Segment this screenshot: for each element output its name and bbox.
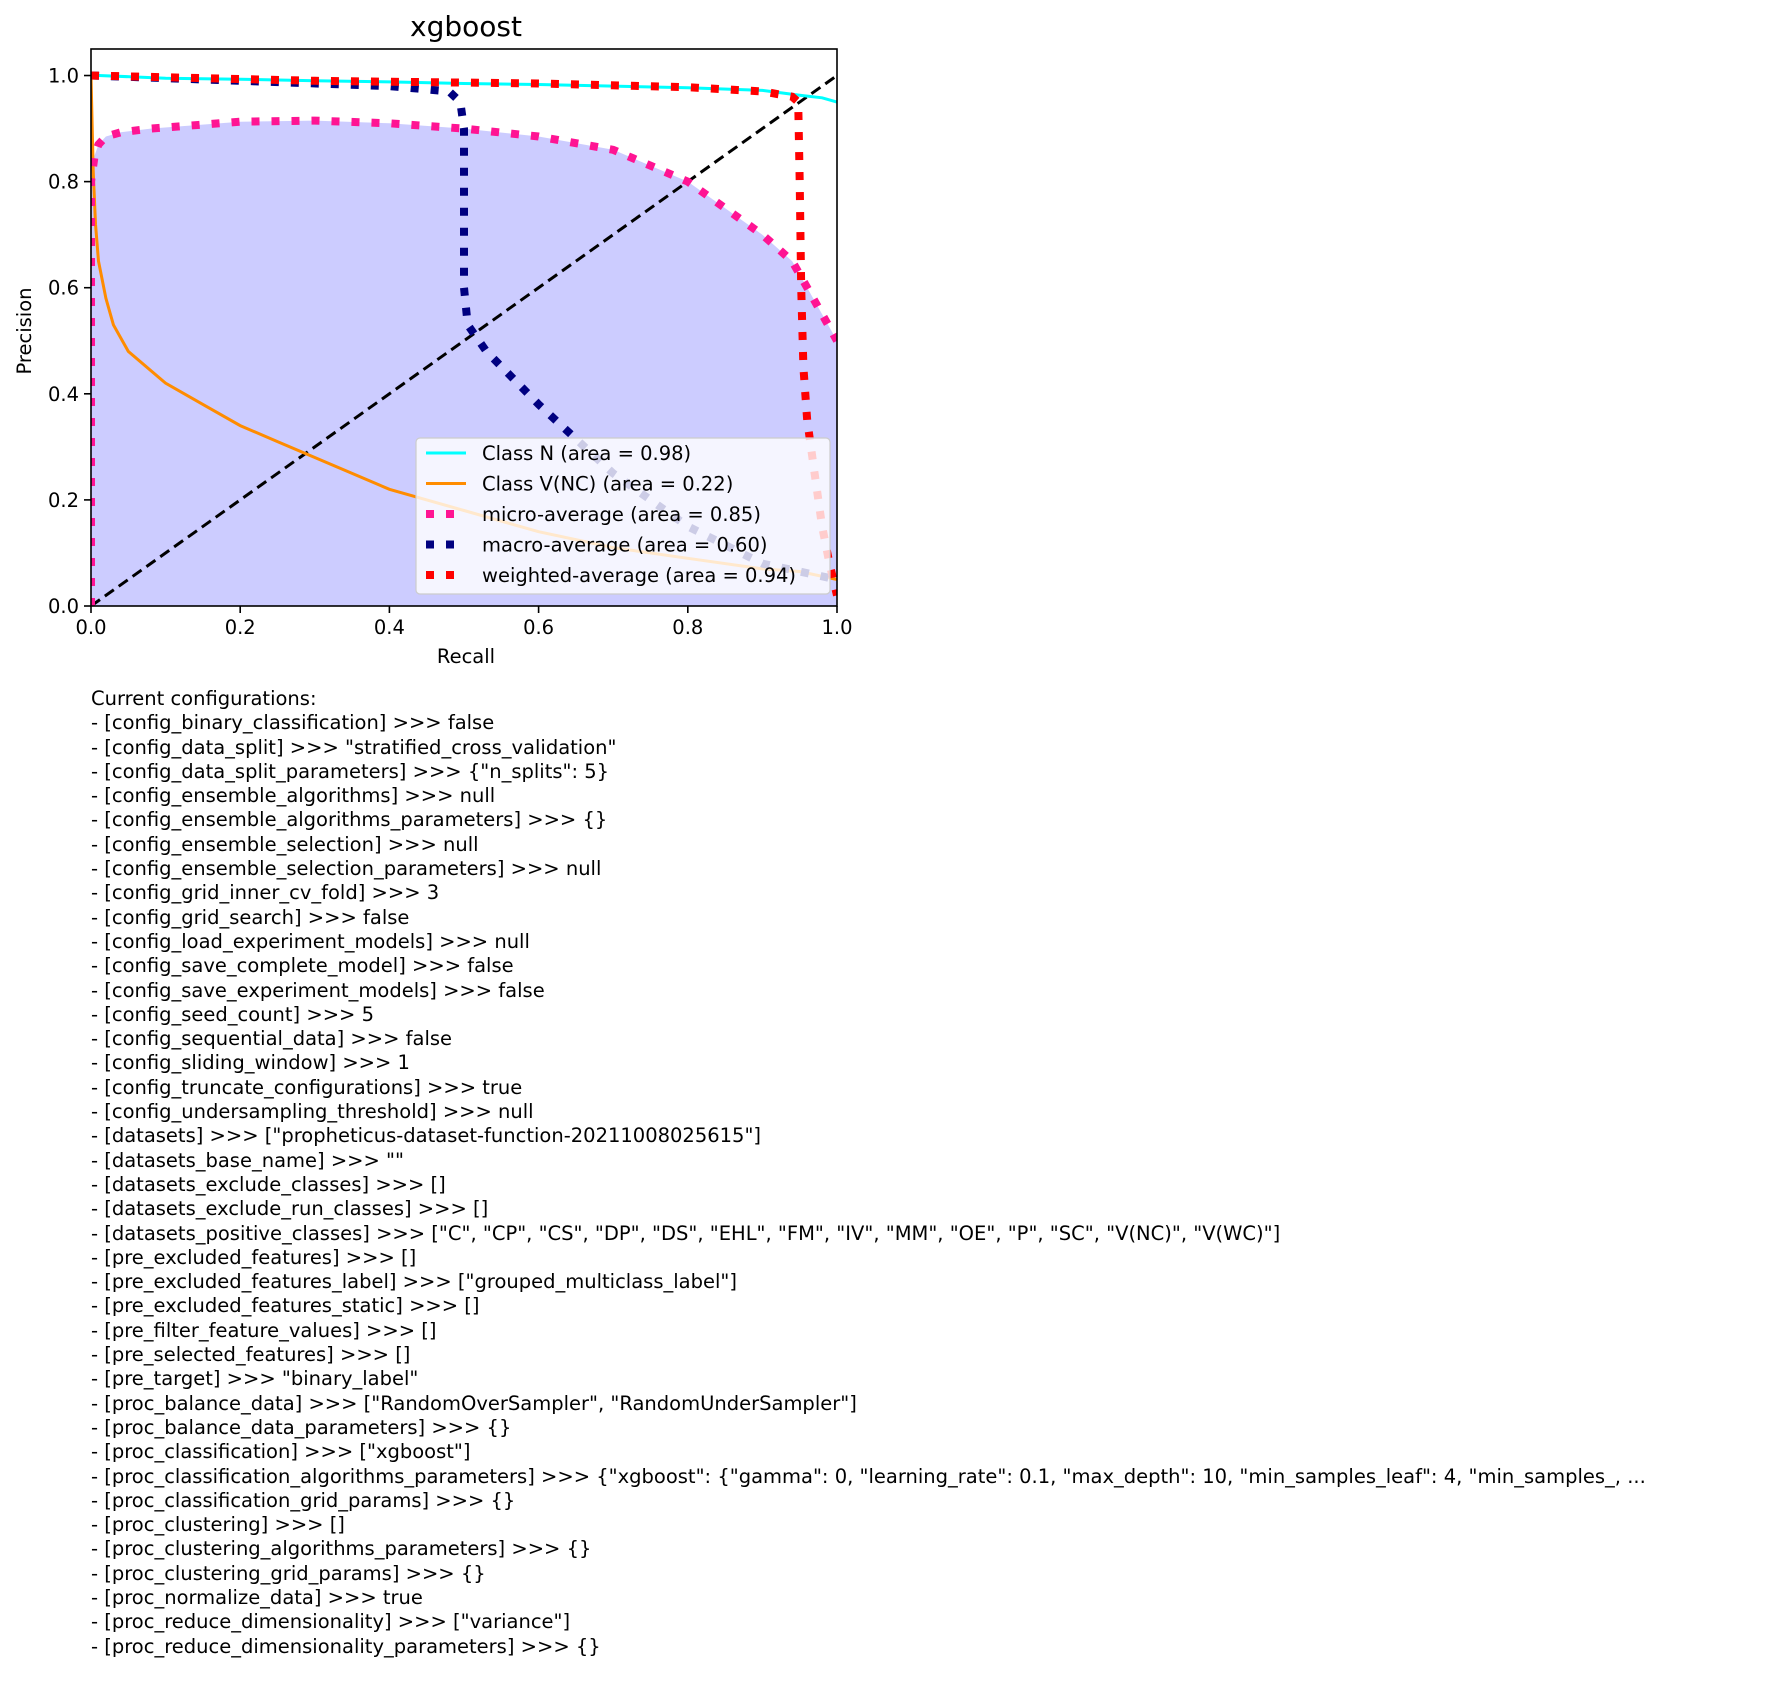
legend-entry-label: Class V(NC) (area = 0.22)	[482, 473, 733, 496]
configuration-line: - [config_truncate_configurations] >>> t…	[91, 1075, 523, 1099]
configuration-line: - [datasets_exclude_run_classes] >>> []	[91, 1197, 489, 1221]
pr-curve-chart: xgboost 0.0 0.2 0.4 0.6 0.8 1.00.00.20.40.60.…	[13, 10, 853, 668]
x-tick-label: 0.0	[75, 616, 106, 639]
configuration-line: - [config_binary_classification] >>> fal…	[91, 711, 495, 735]
legend-entry-label: macro-average (area = 0.60)	[482, 534, 767, 557]
x-tick-label: 0.4	[374, 616, 405, 639]
configuration-line: - [config_ensemble_selection] >>> null	[91, 832, 479, 856]
configuration-line: - [proc_balance_data] >>> ["RandomOverSa…	[91, 1391, 857, 1415]
configuration-line: - [proc_classification] >>> ["xgboost"]	[91, 1440, 471, 1464]
configuration-line: - [config_grid_inner_cv_fold] >>> 3	[91, 881, 440, 905]
configuration-line: - [config_ensemble_algorithms] >>> null	[91, 784, 496, 808]
configuration-line: - [proc_balance_data_parameters] >>> {}	[91, 1415, 512, 1439]
x-axis-label: Recall	[437, 645, 495, 668]
y-tick-label: 1.0	[48, 65, 79, 88]
x-tick-label: 1.0	[821, 616, 852, 639]
y-tick-label: 0.8	[48, 171, 79, 194]
configuration-line: - [config_sequential_data] >>> false	[91, 1027, 453, 1051]
configuration-line: - [pre_excluded_features] >>> []	[91, 1245, 417, 1269]
y-tick-label: 0.6	[48, 277, 79, 300]
configuration-line: - [config_save_complete_model] >>> false	[91, 954, 514, 978]
configuration-line: - [config_save_experiment_models] >>> fa…	[91, 978, 545, 1002]
legend: Class N (area = 0.98) Class V(NC) (area =…	[415, 437, 831, 595]
configuration-line: - [datasets_positive_classes] >>> ["C", …	[91, 1221, 1281, 1245]
configuration-line: - [pre_excluded_features_static] >>> []	[91, 1294, 480, 1318]
configuration-line: - [datasets] >>> ["propheticus-dataset-f…	[91, 1124, 762, 1148]
y-tick-label: 0.0	[48, 595, 79, 618]
configuration-line: - [proc_reduce_dimensionality_parameters…	[91, 1634, 601, 1658]
configuration-line: - [config_grid_search] >>> false	[91, 905, 410, 929]
configuration-line: - [pre_selected_features] >>> []	[91, 1343, 411, 1367]
configuration-line: - [pre_target] >>> "binary_label"	[91, 1367, 419, 1391]
configuration-line: - [datasets_exclude_classes] >>> []	[91, 1172, 446, 1196]
axes-frame	[90, 48, 838, 607]
configuration-line: - [proc_classification_algorithms_parame…	[91, 1464, 1646, 1488]
configuration-line: - [config_load_experiment_models] >>> nu…	[91, 929, 530, 953]
legend-entry-label: weighted-average (area = 0.94)	[482, 564, 796, 587]
configuration-line: - [proc_clustering] >>> []	[91, 1513, 345, 1537]
configuration-line: - [config_seed_count] >>> 5	[91, 1002, 374, 1026]
configuration-line: - [proc_classification_grid_params] >>> …	[91, 1488, 516, 1512]
y-tick-label: 0.2	[48, 489, 79, 512]
y-axis-label: Precision	[13, 287, 36, 374]
x-tick-label: 0.8	[672, 616, 703, 639]
series-line	[91, 74, 837, 104]
configuration-line: - [pre_excluded_features_label] >>> ["gr…	[91, 1270, 737, 1294]
configuration-line: - [proc_clustering_algorithms_parameters…	[91, 1537, 592, 1561]
chart-title: xgboost	[410, 10, 522, 43]
legend-entry-label: micro-average (area = 0.85)	[482, 503, 761, 526]
axes: 0.0 0.2 0.4 0.6 0.8 1.0 0.0 0.2 0.4 0.6 0.8 1.0	[48, 48, 853, 639]
configuration-line: - [config_data_split] >>> "stratified_cr…	[91, 735, 617, 759]
legend-box	[415, 437, 831, 595]
configuration-line: - [proc_reduce_dimensionality] >>> ["var…	[91, 1610, 571, 1634]
x-tick-label: 0.6	[523, 616, 554, 639]
configuration-list: - [config_binary_classification] >>> fal…	[91, 711, 1771, 1659]
series-line-dotted	[91, 116, 837, 606]
configurations-panel: Current configurations: - [config_binary…	[91, 687, 1771, 1659]
configuration-line: - [proc_normalize_data] >>> true	[91, 1585, 423, 1609]
configuration-line: - [config_ensemble_algorithms_parameters…	[91, 808, 608, 832]
configuration-line: - [pre_filter_feature_values] >>> []	[91, 1318, 437, 1342]
configuration-line: - [config_ensemble_selection_parameters]…	[91, 857, 602, 881]
configuration-line: - [config_undersampling_threshold] >>> n…	[91, 1100, 534, 1124]
configuration-line: - [config_sliding_window] >>> 1	[91, 1051, 410, 1075]
x-tick-label: 0.2	[225, 616, 256, 639]
configuration-line: - [proc_clustering_grid_params] >>> {}	[91, 1561, 486, 1585]
legend-entry-label: Class N (area = 0.98)	[482, 442, 691, 465]
configurations-header: Current configurations:	[91, 687, 317, 710]
configuration-line: - [datasets_base_name] >>> ""	[91, 1148, 404, 1172]
configuration-line: - [config_data_split_parameters] >>> {"n…	[91, 759, 610, 783]
y-tick-label: 0.4	[48, 383, 79, 406]
